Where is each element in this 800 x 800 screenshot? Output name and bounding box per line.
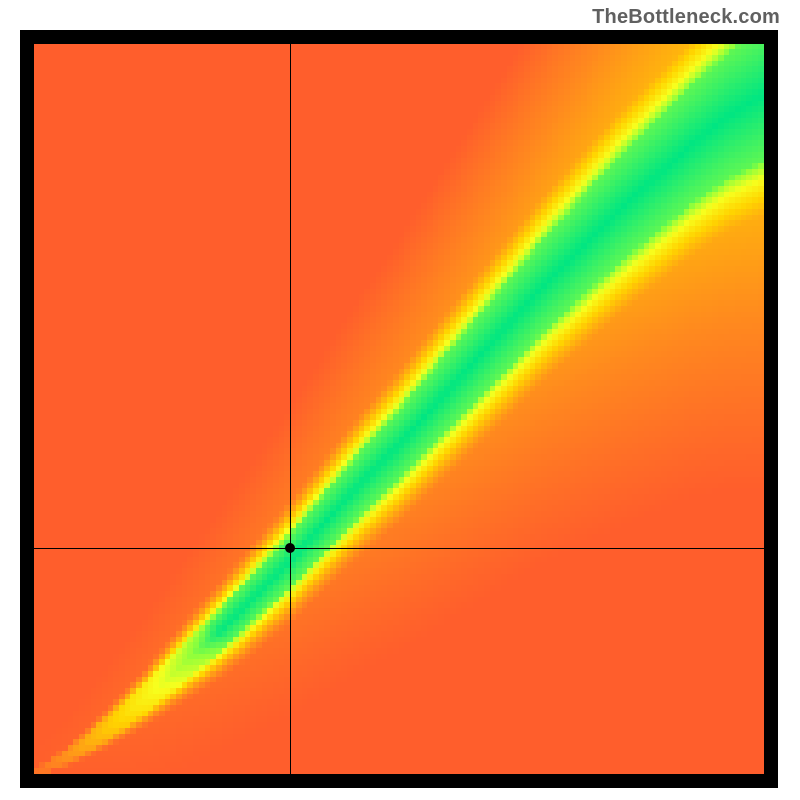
selection-marker — [285, 543, 295, 553]
chart-frame — [20, 30, 778, 788]
crosshair-horizontal — [34, 548, 764, 549]
watermark-text: TheBottleneck.com — [592, 6, 780, 29]
crosshair-vertical — [290, 44, 291, 774]
bottleneck-heatmap — [34, 44, 764, 774]
